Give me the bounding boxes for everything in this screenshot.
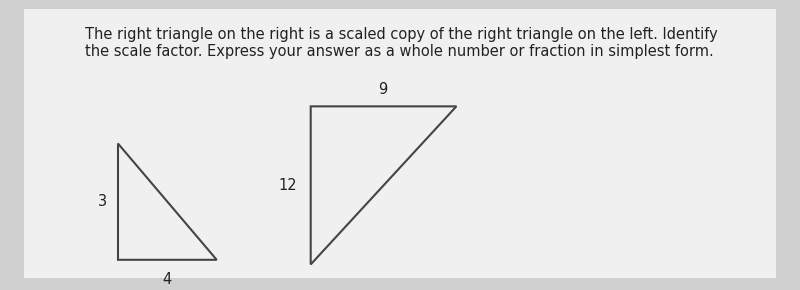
- Text: The right triangle on the right is a scaled copy of the right triangle on the le: The right triangle on the right is a sca…: [85, 27, 718, 42]
- Text: the scale factor. Express your answer as a whole number or fraction in simplest : the scale factor. Express your answer as…: [85, 44, 714, 59]
- Text: 12: 12: [279, 178, 298, 193]
- Text: 9: 9: [378, 82, 388, 97]
- Text: 4: 4: [162, 272, 171, 287]
- Text: 3: 3: [98, 194, 106, 209]
